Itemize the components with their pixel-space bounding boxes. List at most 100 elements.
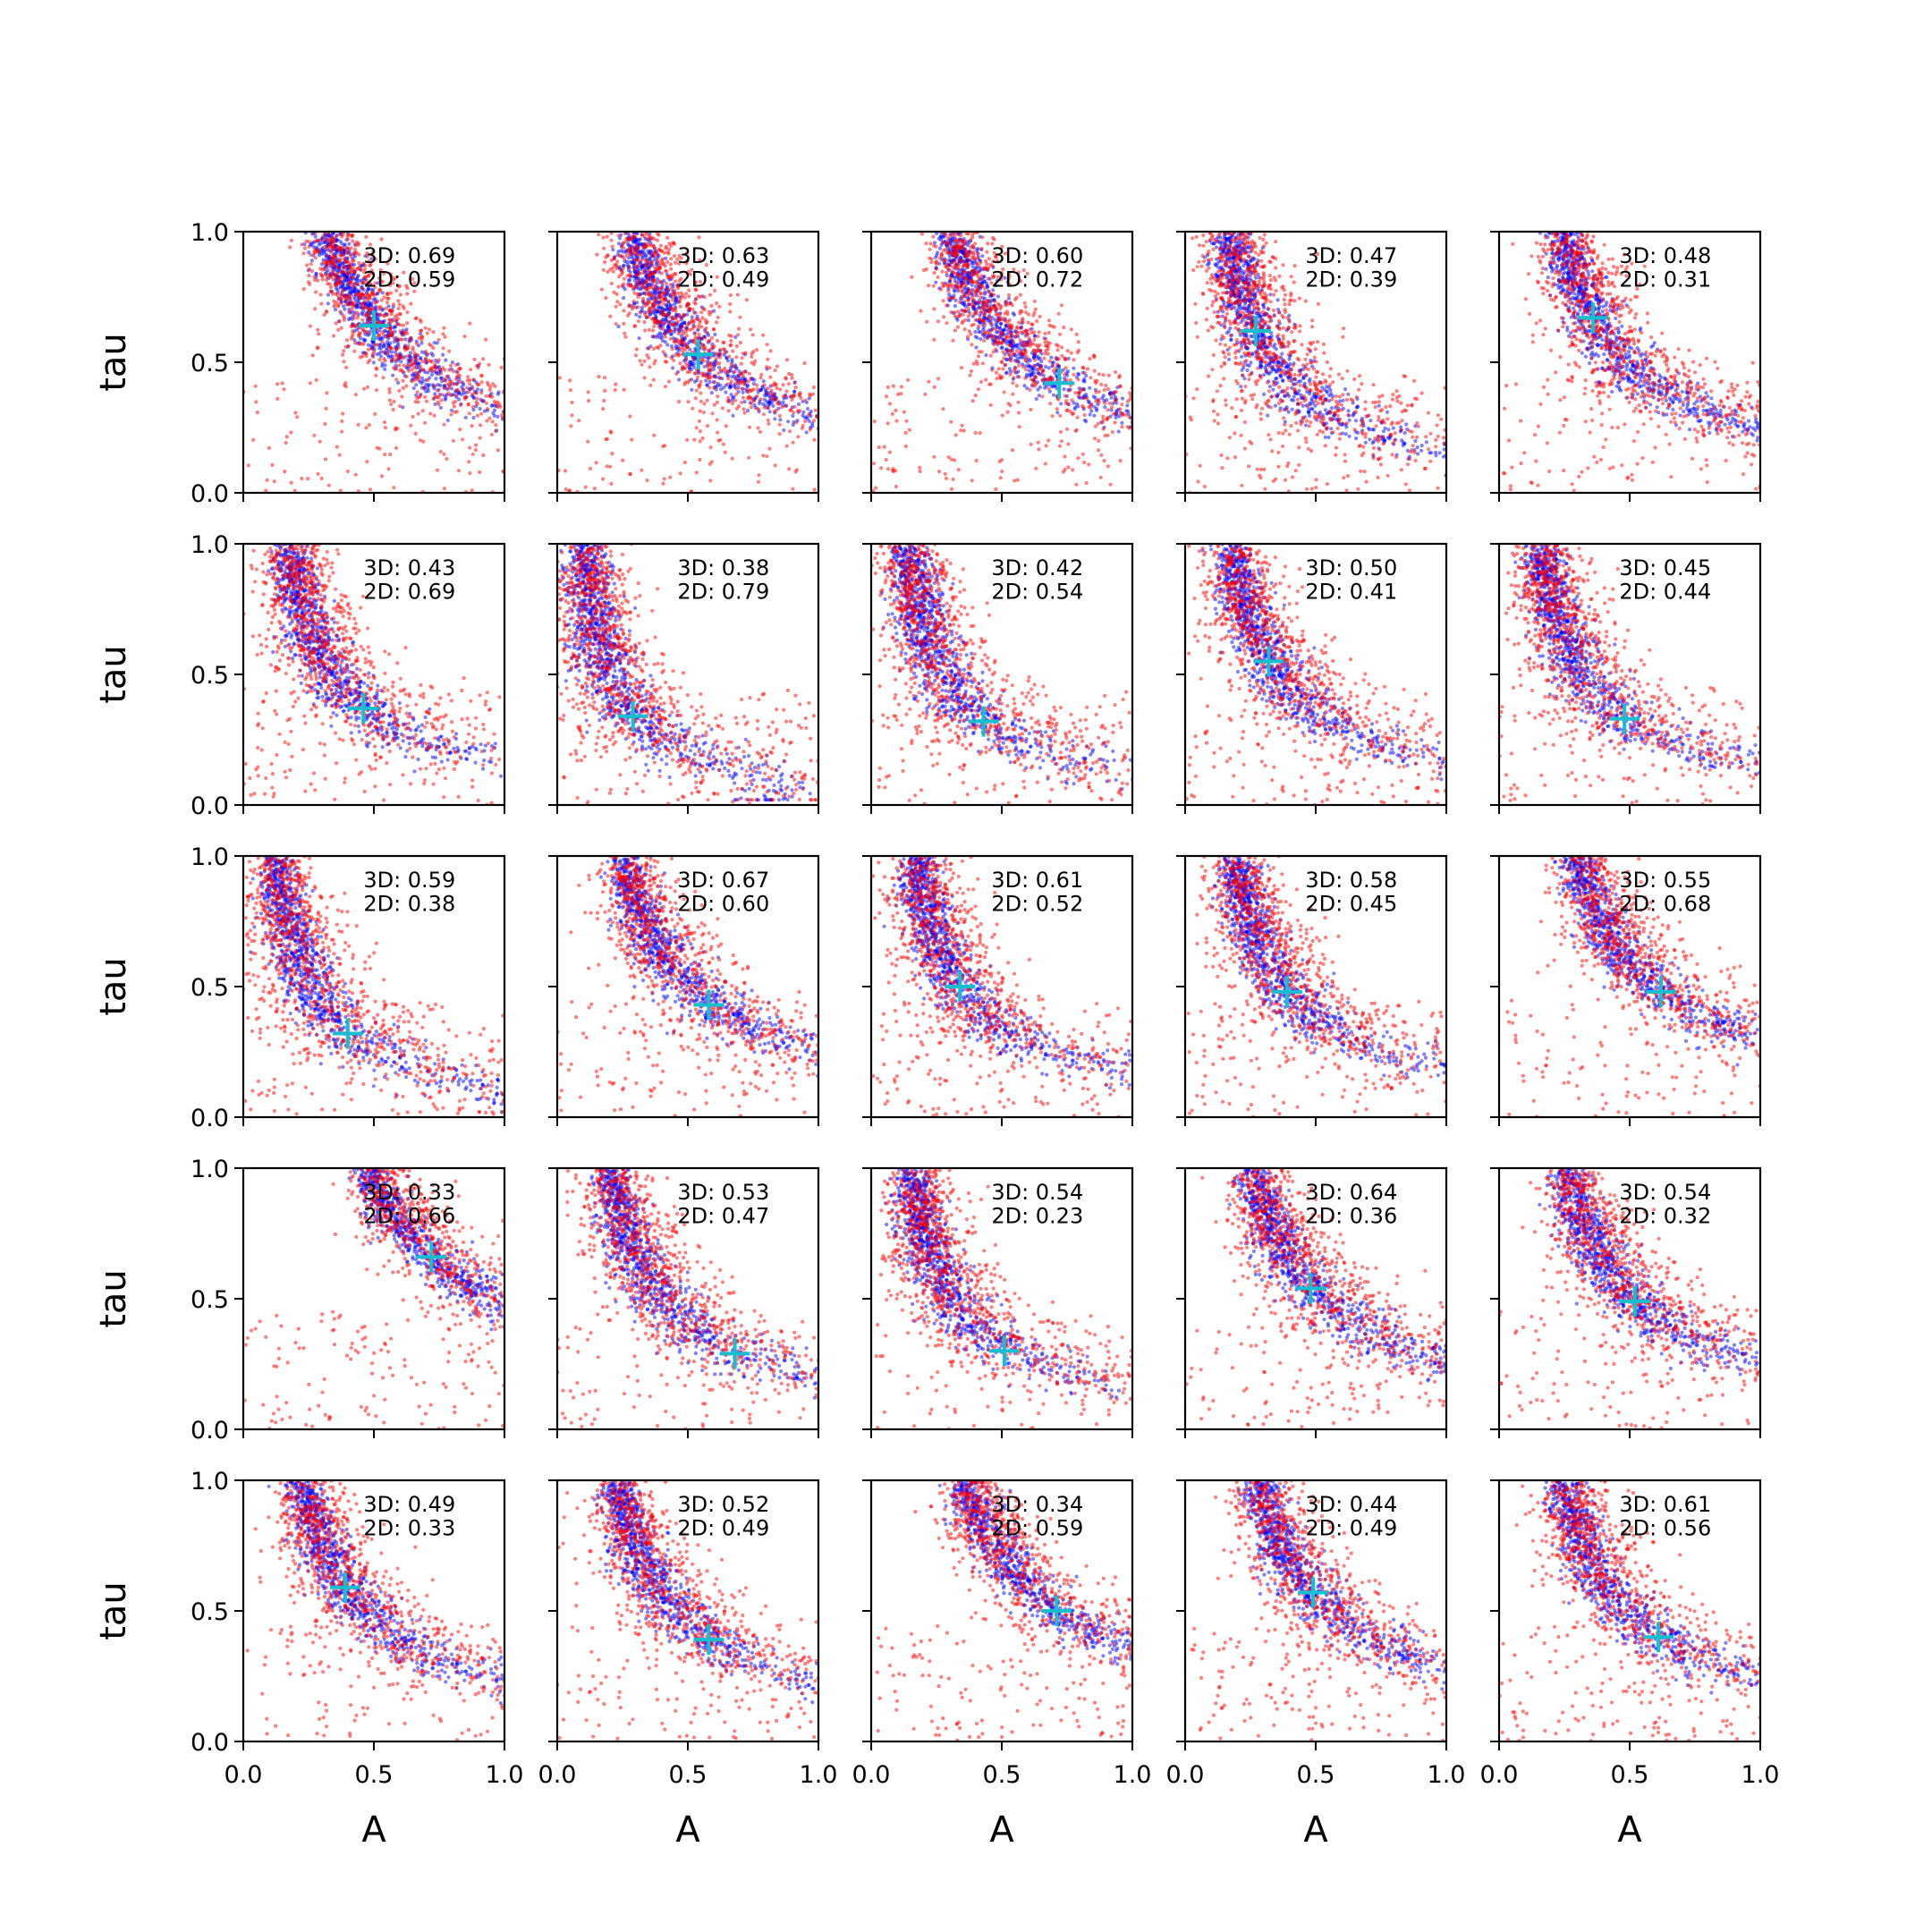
point-2d bbox=[648, 243, 653, 248]
point-2d bbox=[470, 452, 475, 456]
point-2d bbox=[726, 399, 731, 404]
point-2d bbox=[382, 271, 386, 275]
point-2d bbox=[616, 284, 621, 289]
point-2d bbox=[435, 468, 440, 472]
point-3d bbox=[492, 408, 497, 412]
point-2d bbox=[329, 275, 334, 279]
point-2d bbox=[1008, 335, 1013, 340]
point-2d bbox=[1032, 299, 1037, 303]
point-2d bbox=[903, 444, 908, 449]
point-2d bbox=[305, 263, 309, 267]
point-2d bbox=[687, 294, 691, 299]
point-2d bbox=[652, 433, 657, 437]
point-3d bbox=[628, 278, 632, 283]
point-2d bbox=[347, 309, 352, 314]
point-2d bbox=[1032, 358, 1037, 362]
point-2d bbox=[470, 488, 474, 493]
point-2d bbox=[646, 263, 650, 267]
point-2d bbox=[1013, 479, 1017, 483]
point-2d bbox=[709, 303, 714, 308]
point-2d bbox=[1014, 360, 1019, 364]
point-2d bbox=[1073, 391, 1078, 395]
point-2d bbox=[349, 246, 353, 250]
point-2d bbox=[1061, 470, 1065, 474]
point-2d bbox=[762, 383, 767, 387]
point-2d bbox=[642, 320, 647, 325]
point-2d bbox=[453, 410, 457, 414]
point-2d bbox=[677, 261, 682, 266]
point-2d bbox=[729, 362, 733, 367]
point-2d bbox=[358, 292, 362, 297]
point-2d bbox=[439, 398, 444, 402]
point-3d bbox=[475, 387, 480, 392]
point-3d bbox=[380, 291, 385, 295]
point-2d bbox=[1017, 363, 1021, 368]
point-2d bbox=[1065, 427, 1070, 431]
point-2d bbox=[1088, 357, 1092, 361]
point-2d bbox=[694, 470, 699, 475]
point-2d bbox=[951, 246, 955, 250]
point-3d bbox=[406, 358, 411, 362]
point-2d bbox=[445, 374, 449, 378]
point-2d bbox=[697, 383, 701, 387]
point-3d bbox=[665, 284, 669, 289]
point-2d bbox=[386, 261, 390, 266]
point-2d bbox=[784, 358, 790, 362]
point-2d bbox=[1033, 374, 1038, 378]
point-3d bbox=[1066, 356, 1071, 360]
point-2d bbox=[679, 276, 683, 281]
point-2d bbox=[330, 259, 335, 264]
point-2d bbox=[676, 291, 681, 295]
point-2d bbox=[388, 332, 394, 336]
point-2d bbox=[1032, 337, 1037, 342]
point-2d bbox=[386, 351, 390, 355]
point-3d bbox=[933, 255, 938, 259]
point-2d bbox=[309, 262, 313, 267]
point-2d bbox=[747, 371, 751, 376]
point-3d bbox=[738, 377, 742, 381]
point-2d bbox=[1007, 318, 1012, 323]
point-2d bbox=[1084, 480, 1089, 486]
point-2d bbox=[292, 488, 297, 493]
point-2d bbox=[398, 329, 402, 334]
point-2d bbox=[996, 367, 1001, 371]
point-2d bbox=[774, 408, 779, 412]
point-2d bbox=[455, 370, 460, 375]
point-2d bbox=[351, 332, 355, 336]
point-2d bbox=[391, 281, 395, 285]
point-2d bbox=[712, 374, 716, 379]
point-2d bbox=[731, 349, 735, 353]
point-2d bbox=[688, 327, 692, 332]
point-2d bbox=[683, 330, 688, 335]
point-3d bbox=[366, 286, 370, 291]
point-3d bbox=[1117, 414, 1122, 419]
point-3d bbox=[379, 345, 384, 351]
point-2d bbox=[980, 235, 985, 240]
point-2d bbox=[1081, 395, 1086, 400]
point-3d bbox=[326, 301, 330, 306]
point-2d bbox=[646, 315, 650, 319]
point-2d bbox=[1012, 376, 1016, 380]
point-2d bbox=[302, 246, 308, 250]
point-2d bbox=[650, 278, 656, 283]
point-3d bbox=[626, 242, 631, 247]
point-3d bbox=[708, 380, 712, 385]
point-2d bbox=[371, 352, 376, 356]
point-2d bbox=[953, 328, 957, 333]
point-2d bbox=[668, 275, 673, 281]
point-3d bbox=[389, 350, 394, 354]
point-2d bbox=[447, 368, 452, 372]
point-3d bbox=[773, 417, 777, 421]
point-2d bbox=[601, 267, 606, 272]
point-2d bbox=[686, 363, 691, 368]
point-2d bbox=[362, 300, 368, 304]
point-2d bbox=[983, 323, 987, 327]
point-2d bbox=[370, 271, 375, 275]
point-2d bbox=[992, 343, 996, 347]
point-2d bbox=[309, 268, 315, 274]
point-2d bbox=[967, 253, 971, 258]
point-2d bbox=[1097, 448, 1101, 453]
point-2d bbox=[465, 386, 470, 390]
point-2d bbox=[949, 419, 953, 424]
point-2d bbox=[412, 361, 417, 366]
